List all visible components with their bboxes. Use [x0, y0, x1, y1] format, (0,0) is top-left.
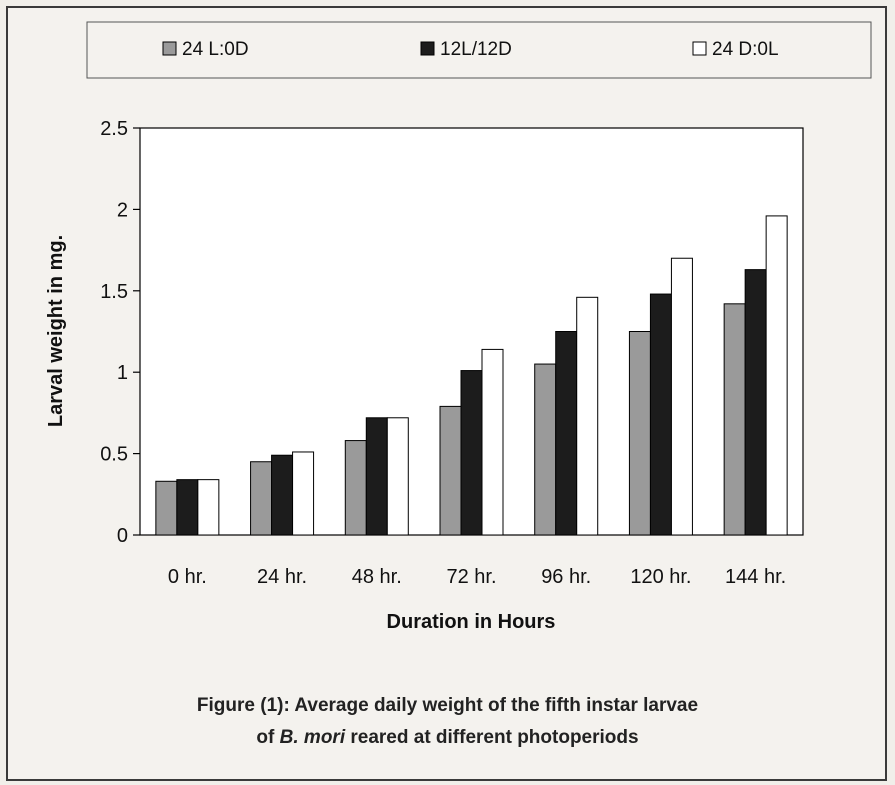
y-tick-label: 1.5	[100, 281, 128, 303]
bars	[155, 215, 788, 536]
bar-24-d-0l-4	[576, 296, 599, 536]
caption-line-1: Figure (1): Average daily weight of the …	[196, 695, 699, 716]
x-tick-label: 0 hr.	[168, 566, 207, 588]
bar-24-l-0d-2	[344, 440, 367, 536]
x-tick-label: 72 hr.	[446, 566, 496, 588]
y-tick-label: 0.5	[100, 444, 128, 466]
bar-24-l-0d-0	[155, 480, 178, 536]
bar-12l-12d-3	[460, 370, 483, 536]
bar-12l-12d-4	[555, 331, 578, 536]
bar-24-d-0l-1	[292, 451, 315, 536]
x-tick-label: 48 hr.	[352, 566, 402, 588]
y-tick-label: 0	[117, 525, 128, 547]
legend-swatch	[692, 41, 707, 56]
y-axis-title: Larval weight in mg.	[45, 235, 67, 427]
legend: 24 L:0D 12L/12D 24 D:0L	[86, 21, 872, 79]
bar-24-l-0d-5	[628, 331, 651, 536]
bar-12l-12d-5	[649, 293, 672, 536]
y-tick-label: 1	[117, 362, 128, 384]
y-tick-label: 2	[117, 199, 128, 221]
caption-line-2-rest: reared at different photoperiods	[345, 727, 639, 748]
legend-swatch	[420, 41, 435, 56]
legend-label: 24 L:0D	[182, 39, 249, 60]
bar-12l-12d-2	[365, 417, 388, 536]
x-tick-label: 24 hr.	[257, 566, 307, 588]
caption-species: B. mori	[279, 727, 346, 748]
legend-label: 24 D:0L	[712, 39, 779, 60]
bar-24-l-0d-6	[723, 303, 746, 536]
legend-box	[86, 21, 872, 79]
bar-12l-12d-1	[271, 454, 294, 536]
bar-12l-12d-6	[744, 269, 767, 536]
bar-24-d-0l-6	[765, 215, 788, 536]
y-tick-label: 2.5	[100, 118, 128, 140]
caption-line-2: of B. mori reared at different photoperi…	[256, 727, 639, 748]
legend-swatch	[162, 41, 177, 56]
bar-24-l-0d-4	[534, 363, 557, 536]
x-axis-title: Duration in Hours	[387, 611, 556, 633]
bar-24-d-0l-3	[481, 348, 504, 536]
figure-caption: Figure (1): Average daily weight of the …	[0, 690, 895, 754]
x-axis-ticks: 0 hr. 24 hr. 48 hr. 72 hr. 96 hr. 120 hr. 144 …	[168, 566, 786, 588]
legend-label: 12L/12D	[440, 39, 512, 60]
bar-24-l-0d-3	[439, 405, 462, 536]
y-axis-ticks: 0 0.5 1 1.5 2 2.5	[100, 118, 140, 547]
x-tick-label: 144 hr.	[725, 566, 786, 588]
x-tick-label: 96 hr.	[541, 566, 591, 588]
bar-24-l-0d-1	[250, 461, 273, 536]
bar-24-d-0l-2	[386, 417, 409, 536]
bar-12l-12d-0	[176, 479, 199, 536]
bar-24-d-0l-0	[197, 479, 220, 536]
bar-24-d-0l-5	[670, 257, 693, 536]
x-tick-label: 120 hr.	[630, 566, 691, 588]
